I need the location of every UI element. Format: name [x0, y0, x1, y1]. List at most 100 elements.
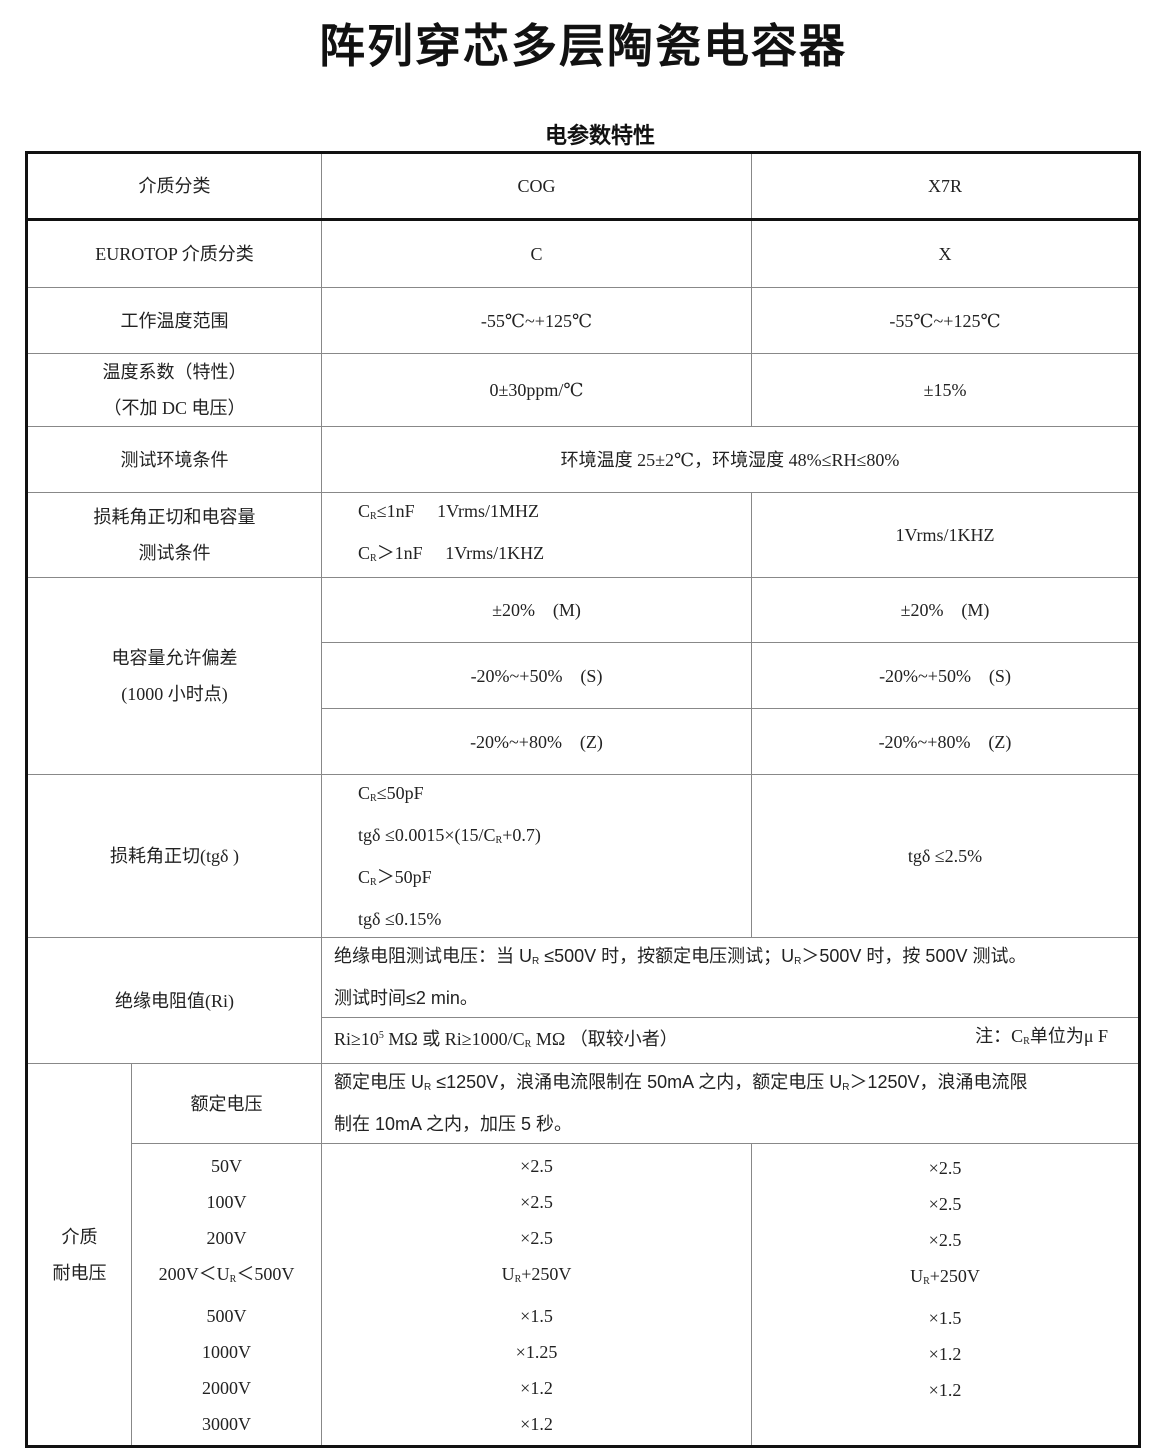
table-header-row: 介质分类 COG X7R — [26, 152, 1140, 221]
text-segment: C — [358, 783, 371, 803]
text-line: 额定电压 UR ≤1250V，浪涌电流限制在 50mA 之内，额定电压 UR＞1… — [334, 1064, 1138, 1106]
ri-formula-text: Ri≥105 MΩ 或 Ri≥1000/CR MΩ （取较小者） — [334, 1029, 678, 1050]
subscript-text: R — [495, 835, 503, 846]
text-segment: ×2.5 — [928, 1230, 962, 1250]
cell-x7r: -20%~+50% (S) — [751, 642, 1140, 709]
text-segment: ×1.2 — [520, 1377, 553, 1398]
cell-x7r: X — [751, 219, 1140, 288]
subscript-text: R — [370, 877, 377, 888]
text-line: ×1.5 — [752, 1300, 1138, 1336]
label-line: 损耗角正切和电容量 — [93, 507, 256, 527]
label-line: 温度系数（特性） — [102, 362, 247, 382]
text-segment: 注：C — [975, 1026, 1024, 1046]
ri-unit-note: 注：CR单位为μ F — [975, 1018, 1138, 1060]
table-row: 损耗角正切和电容量 测试条件 CR≤1nF 1Vrms/1MHZ CR＞1nF 1… — [26, 492, 1140, 578]
label-line: (1000 小时点) — [121, 684, 228, 704]
subscript-text: R — [524, 1039, 532, 1050]
text-line: ×2.5 — [752, 1222, 1138, 1258]
document-title: 阵列穿芯多层陶瓷电容器 — [319, 20, 847, 72]
cell-cog: 0±30ppm/℃ — [321, 353, 752, 427]
row-label: 电容量允许偏差 (1000 小时点) — [26, 577, 322, 775]
row-label: 损耗角正切(tgδ ) — [26, 774, 322, 938]
text-line: tgδ ≤0.0015×(15/CR+0.7) — [358, 817, 751, 859]
text-line: ×2.5 — [752, 1150, 1138, 1186]
text-line: UR+250V — [322, 1256, 751, 1298]
cell-cog: -55℃~+125℃ — [321, 287, 752, 354]
cell-value: 环境温度 25±2℃，环境湿度 48%≤RH≤80% — [321, 426, 1140, 493]
text-line: ×2.5 — [322, 1184, 751, 1220]
subscript-text: R — [532, 956, 540, 967]
table-row: EUROTOP 介质分类 C X — [26, 219, 1140, 288]
text-segment: MΩ （取较小者） — [531, 1029, 678, 1049]
subscript-text: 5 — [378, 1030, 384, 1041]
text-segment: 3000V — [202, 1413, 251, 1434]
table-row: 电容量允许偏差 (1000 小时点) ±20% (M) ±20% (M) — [26, 577, 1140, 775]
text-segment: 200V＜U — [158, 1263, 230, 1284]
subscript-text: R — [794, 956, 802, 967]
text-segment: MΩ 或 Ri≥1000/C — [383, 1029, 525, 1049]
section-title: 电参数特性 — [544, 123, 655, 148]
subscript-text: R — [370, 511, 377, 522]
subscript-text: R — [923, 1276, 930, 1287]
row-label: 绝缘电阻值(Ri) — [26, 937, 322, 1064]
text-segment: C — [358, 501, 371, 521]
row-label: 温度系数（特性） （不加 DC 电压） — [26, 353, 322, 427]
text-segment: ＞500V 时，按 500V 测试。 — [801, 946, 1027, 966]
text-segment: 100V — [206, 1191, 247, 1212]
label-line: 耐电压 — [52, 1262, 107, 1283]
cell-cog: -20%~+80% (Z) — [321, 708, 752, 775]
text-line: ×2.5 — [752, 1186, 1138, 1222]
text-segment: 500V — [206, 1305, 247, 1326]
table-row: 损耗角正切(tgδ ) CR≤50pF tgδ ≤0.0015×(15/CR+0.… — [26, 774, 1140, 938]
text-segment: Ri≥10 — [334, 1029, 379, 1049]
text-segment: ＜500V — [236, 1263, 295, 1284]
rated-voltage-text: 额定电压 UR ≤1250V，浪涌电流限制在 50mA 之内，额定电压 UR＞1… — [321, 1063, 1140, 1144]
header-x7r: X7R — [751, 152, 1140, 221]
ri-test-condition: 绝缘电阻测试电压：当 UR ≤500V 时，按额定电压测试；UR＞500V 时，… — [321, 937, 1140, 1018]
text-segment: +250V — [521, 1263, 572, 1284]
text-segment: ＞1nF 1Vrms/1KHZ — [376, 543, 545, 563]
text-line: 100V — [132, 1184, 321, 1220]
text-line: 200V — [132, 1220, 321, 1256]
text-segment: ＞50pF — [376, 867, 432, 887]
text-line: CR≤50pF — [358, 775, 751, 817]
text-line: ×1.5 — [322, 1298, 751, 1334]
text-segment: 50V — [211, 1155, 242, 1176]
cell-cog: ±20% (M) — [321, 577, 752, 643]
table-row: 绝缘电阻值(Ri) 绝缘电阻测试电压：当 UR ≤500V 时，按额定电压测试；… — [26, 937, 1140, 1064]
label-line: 测试条件 — [138, 543, 211, 563]
text-segment: +0.7) — [502, 825, 541, 845]
table-row: -20%~+50% (S) -20%~+50% (S) — [27, 642, 1140, 709]
cell-x7r: -20%~+80% (Z) — [751, 708, 1140, 775]
table-row: 介质 耐电压 额定电压 额定电压 UR ≤1250V，浪涌电流限制在 50mA … — [26, 1063, 1140, 1447]
row-label: 工作温度范围 — [26, 287, 322, 354]
text-line: ×2.5 — [322, 1148, 751, 1184]
text-segment: U — [910, 1266, 924, 1286]
text-segment: ×1.5 — [520, 1305, 553, 1326]
text-segment: ＞1250V，浪涌电流限 — [849, 1072, 1028, 1092]
text-segment: ×2.5 — [520, 1155, 553, 1176]
cell-x7r: 1Vrms/1KHZ — [751, 492, 1140, 578]
text-line: 测试时间≤2 min。 — [334, 980, 1138, 1017]
text-segment: 测试时间≤2 min。 — [334, 988, 478, 1008]
ri-formula: Ri≥105 MΩ 或 Ri≥1000/CR MΩ （取较小者） 注：CR单位为… — [321, 1017, 1140, 1064]
text-segment: U — [501, 1263, 515, 1284]
text-segment: 绝缘电阻测试电压：当 U — [334, 946, 532, 966]
table-row: 工作温度范围 -55℃~+125℃ -55℃~+125℃ — [26, 287, 1140, 354]
text-segment: 2000V — [202, 1377, 251, 1398]
row-label: 测试环境条件 — [26, 426, 322, 493]
text-line: 50V — [132, 1148, 321, 1184]
text-line: ×1.25 — [322, 1334, 751, 1370]
text-segment: ×2.5 — [928, 1194, 962, 1214]
table-row: 温度系数（特性） （不加 DC 电压） 0±30ppm/℃ ±15% — [26, 353, 1140, 427]
parameter-table: 介质分类 COG X7R EUROTOP 介质分类 C X 工作温度范围 -55… — [25, 151, 1141, 1448]
text-segment: 1000V — [202, 1341, 251, 1362]
cell-cog: C — [321, 219, 752, 288]
cell-x7r: -55℃~+125℃ — [751, 287, 1140, 354]
text-segment: 单位为μ F — [1029, 1026, 1108, 1046]
text-line: CR＞50pF — [358, 859, 751, 901]
text-segment: 200V — [206, 1227, 247, 1248]
label-line: 电容量允许偏差 — [111, 648, 238, 668]
subscript-text: R — [370, 793, 377, 804]
text-segment: C — [358, 867, 371, 887]
